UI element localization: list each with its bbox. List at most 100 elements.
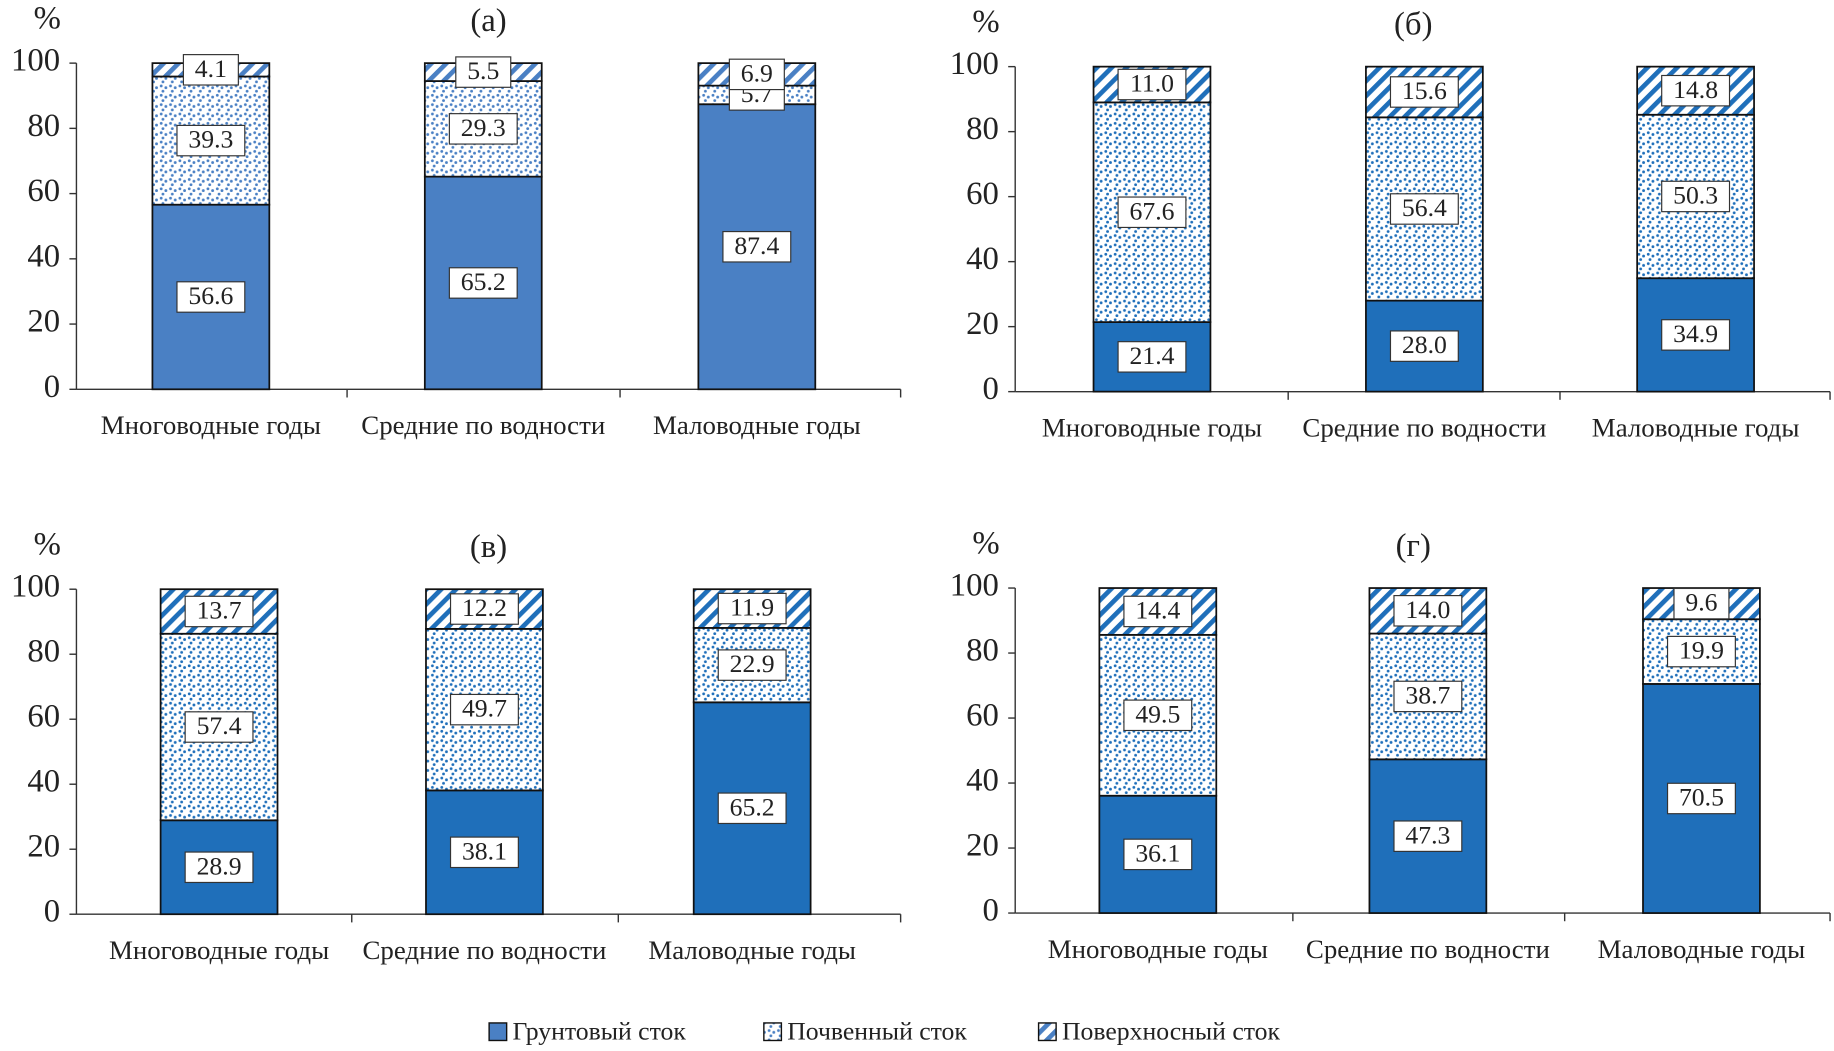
legend-swatch [488,1022,508,1042]
value-label-box [184,595,254,628]
value-label: 47.3 [1405,820,1450,849]
value-label-box [455,56,512,88]
value-label: 65.2 [730,792,775,821]
value-label-box [449,593,519,625]
y-axis-label: % [34,1,61,37]
value-label: 28.9 [197,851,242,880]
y-tick-label: 100 [950,568,999,604]
value-label-box [1123,838,1193,871]
y-tick-label: 0 [44,894,60,930]
y-axis-label: % [972,525,999,561]
x-tick-label: Многоводные годы [101,410,321,440]
y-tick-label: 40 [27,764,60,800]
value-label: 56.4 [1402,193,1447,222]
value-label: 14.8 [1673,75,1718,104]
value-label-box [449,693,519,726]
value-label: 14.4 [1135,596,1180,625]
legend-swatch [763,1022,783,1042]
x-tick-label: Многоводные годы [1048,934,1268,964]
value-label: 12.2 [462,593,507,622]
value-label-box [1661,74,1731,107]
value-label-box [1661,319,1731,351]
y-tick-label: 0 [982,371,998,407]
y-tick-label: 60 [966,176,999,212]
y-tick-label: 80 [27,108,60,144]
x-tick-label: Маловодные годы [1598,934,1806,964]
value-label-box [717,792,787,825]
value-label-box [182,54,239,86]
y-axis-label: % [972,4,999,40]
value-label: 70.5 [1679,783,1724,812]
value-label: 67.6 [1129,196,1174,225]
value-label: 15.6 [1402,76,1447,105]
legend-swatch [1037,1022,1057,1042]
value-label-box [1117,341,1187,373]
value-label: 39.3 [188,125,233,154]
y-tick-label: 20 [966,828,999,864]
legend-label: Почвенный сток [787,1016,967,1045]
value-label: 4.1 [195,54,227,83]
value-label: 49.7 [462,694,507,723]
value-label-box [1123,699,1193,732]
value-label: 56.6 [188,281,233,310]
x-tick-label: Средние по водности [361,410,605,440]
x-tick-label: Средние по водности [1302,412,1546,442]
value-label-box [728,58,785,91]
value-label: 50.3 [1673,181,1718,210]
y-tick-label: 100 [11,569,60,605]
value-label-box [1389,193,1459,225]
y-tick-label: 0 [982,893,998,929]
chart-title: (в) [470,529,507,565]
x-tick-label: Многоводные годы [1042,412,1262,442]
value-label-box [1389,330,1459,362]
y-tick-label: 100 [11,43,60,79]
value-label: 19.9 [1679,636,1724,665]
value-label-box [1389,76,1459,108]
value-label-box [1393,595,1463,627]
y-tick-label: 80 [966,633,999,669]
value-label-box [717,592,787,625]
y-axis-label: % [34,527,61,563]
legend-label: Поверхносный сток [1062,1016,1281,1045]
value-label: 11.9 [730,593,774,622]
y-tick-label: 20 [966,306,999,342]
value-label: 9.6 [1685,588,1717,617]
value-label-box [1117,196,1187,229]
x-tick-label: Средние по водности [1306,934,1550,964]
value-label-box [1666,635,1736,668]
value-label-box [184,851,254,884]
value-label-box [184,711,254,743]
value-label: 22.9 [730,649,775,678]
value-label: 36.1 [1135,838,1180,867]
value-label-box [449,836,519,869]
value-label: 21.4 [1129,341,1174,370]
x-tick-label: Средние по водности [362,935,606,965]
value-label: 6.9 [741,58,773,87]
value-label-box [448,267,518,299]
value-label: 57.4 [197,711,242,740]
x-tick-label: Маловодные годы [648,935,856,965]
value-label-box [1123,595,1193,628]
value-label: 29.3 [461,113,506,142]
chart-title: (а) [470,3,506,39]
value-label-box [1661,180,1731,213]
value-label-box [1666,782,1736,815]
value-label: 28.0 [1402,330,1447,359]
y-tick-label: 0 [44,369,60,405]
y-tick-label: 20 [27,829,60,865]
y-tick-label: 20 [27,304,60,340]
value-label-box [722,230,792,263]
value-label-box [1393,820,1463,852]
y-tick-label: 100 [950,46,999,82]
value-label: 38.7 [1405,681,1450,710]
value-label: 14.0 [1405,595,1450,624]
value-label-box [1393,680,1463,713]
value-label-box [717,649,787,681]
chart-title: (г) [1396,528,1431,564]
y-tick-label: 80 [27,634,60,670]
x-tick-label: Маловодные годы [653,410,861,440]
value-label-box [448,113,518,145]
value-label-box [176,281,246,313]
y-tick-label: 60 [966,698,999,734]
value-label: 11.0 [1130,69,1174,98]
